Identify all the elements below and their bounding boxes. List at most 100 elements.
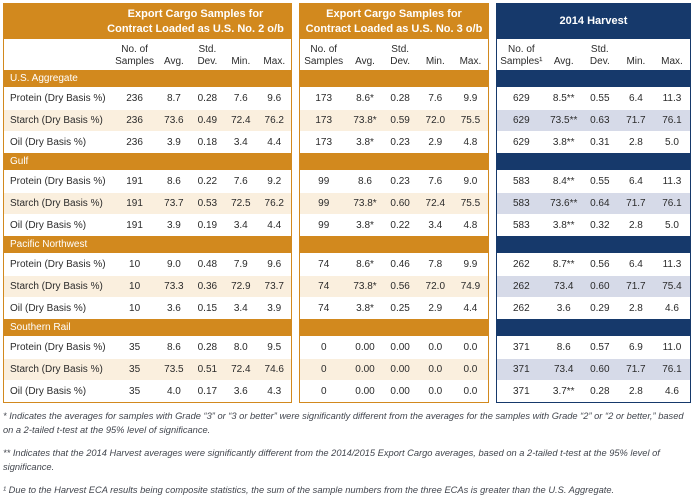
data-row-oil: Oil (Dry Basis %) 236 3.9 0.18 3.4 4.4 — [4, 131, 291, 153]
data-cell: 75.4 — [662, 281, 682, 292]
data-cell: 0.00 — [355, 342, 375, 353]
data-cell: 7.9 — [233, 259, 248, 270]
data-cell: 0.56 — [590, 259, 610, 270]
data-cell: 583 — [513, 220, 530, 231]
data-cell: 4.8 — [463, 220, 478, 231]
data-cell: 99 — [318, 198, 330, 209]
data-cell: 8.0 — [233, 342, 248, 353]
data-cell: 0.60 — [390, 198, 410, 209]
data-row-protein: 99 8.6 0.23 7.6 9.0 — [300, 170, 488, 192]
data-cell: 0.22 — [390, 220, 410, 231]
data-row-starch: Starch (Dry Basis %) 35 73.5 0.51 72.4 74.6 — [4, 358, 291, 380]
data-cell: 2.8 — [628, 220, 643, 231]
data-row-oil: 583 3.8** 0.32 2.8 5.0 — [497, 214, 690, 236]
data-cell: 73.6 — [164, 115, 184, 126]
data-cell: 0.0 — [463, 386, 478, 397]
data-cell: 0.55 — [590, 176, 610, 187]
data-cell: 0.31 — [590, 137, 610, 148]
data-row-oil: Oil (Dry Basis %) 10 3.6 0.15 3.4 3.9 — [4, 297, 291, 319]
data-cell: 3.8* — [356, 137, 374, 148]
data-row-oil: 371 3.7** 0.28 2.8 4.6 — [497, 380, 690, 402]
data-cell: 0.28 — [590, 386, 610, 397]
data-cell: 0.57 — [590, 342, 610, 353]
data-row-oil: 262 3.6 0.29 2.8 4.6 — [497, 297, 690, 319]
data-cell: 3.9 — [166, 137, 181, 148]
data-cell: 8.7 — [166, 93, 181, 104]
data-cell: 7.6 — [233, 176, 248, 187]
data-cell: 0.29 — [590, 303, 610, 314]
data-cell: 75.5 — [460, 115, 481, 126]
data-cell: 5.0 — [665, 220, 679, 231]
data-cell: 3.6 — [556, 303, 571, 314]
data-cell: 0.25 — [390, 303, 410, 314]
col-header-max: Max. — [661, 55, 683, 67]
data-cell: 9.6 — [267, 259, 282, 270]
data-cell: 7.8 — [428, 259, 443, 270]
data-cell: 0.0 — [428, 364, 443, 375]
col-header-min: Min. — [231, 55, 251, 67]
data-cell: 3.4 — [233, 137, 248, 148]
data-cell: 75.5 — [460, 198, 481, 209]
data-cell: 73.8* — [353, 198, 377, 209]
data-row-starch: Starch (Dry Basis %) 236 73.6 0.49 72.4 76.2 — [4, 109, 291, 131]
data-cell: 3.6 — [233, 386, 248, 397]
footnotes: * Indicates the averages for samples wit… — [3, 410, 696, 498]
row-label: Protein (Dry Basis %) — [10, 342, 106, 353]
data-cell: 173 — [315, 93, 333, 104]
data-cell: 0.63 — [590, 115, 610, 126]
data-cell: 0.18 — [197, 137, 218, 148]
section-header-pacific-northwest — [300, 236, 488, 253]
data-cell: 0.19 — [197, 220, 218, 231]
data-row-oil: 173 3.8* 0.23 2.9 4.8 — [300, 131, 488, 153]
data-cell: 76.1 — [662, 115, 682, 126]
data-cell: 236 — [126, 115, 143, 126]
data-cell: 6.4 — [628, 259, 643, 270]
data-row-protein: Protein (Dry Basis %) 35 8.6 0.28 8.0 9.5 — [4, 336, 291, 358]
data-cell: 8.5** — [552, 93, 575, 104]
data-cell: 3.7** — [552, 386, 575, 397]
data-cell: 0.59 — [390, 115, 410, 126]
data-cell: 8.6* — [356, 93, 374, 104]
data-cell: 72.0 — [425, 115, 446, 126]
data-cell: 7.6 — [233, 93, 248, 104]
data-cell: 191 — [126, 198, 143, 209]
table-no3-column-headers: No. of Samples Avg. Std. Dev. Min. Max. — [300, 39, 488, 70]
data-cell: 74 — [318, 259, 330, 270]
data-cell: 4.4 — [267, 220, 282, 231]
data-cell: 74 — [318, 281, 330, 292]
data-cell: 4.3 — [267, 386, 282, 397]
data-cell: 0.56 — [390, 281, 410, 292]
data-cell: 0.23 — [390, 176, 410, 187]
row-label: Starch (Dry Basis %) — [10, 115, 103, 126]
table-no2-body: U.S. Aggregate Protein (Dry Basis %) 236 8.… — [4, 70, 291, 402]
data-cell: 0.51 — [197, 364, 218, 375]
data-cell: 9.6 — [267, 93, 282, 104]
data-row-oil: Oil (Dry Basis %) 191 3.9 0.19 3.4 4.4 — [4, 214, 291, 236]
data-cell: 0.28 — [197, 342, 218, 353]
data-cell: 0.00 — [390, 364, 410, 375]
data-cell: 6.4 — [628, 93, 643, 104]
data-cell: 4.8 — [463, 137, 478, 148]
data-cell: 8.6 — [166, 342, 181, 353]
data-cell: 10 — [129, 303, 141, 314]
section-header-gulf: Gulf — [4, 153, 291, 170]
col-header-min: Min. — [626, 55, 646, 67]
data-row-oil: 0 0.00 0.00 0.0 0.0 — [300, 380, 488, 402]
data-cell: 629 — [513, 93, 530, 104]
col-header-stddev: Std. Dev. — [390, 44, 411, 67]
table-harvest-title: 2014 Harvest — [497, 4, 690, 39]
table-harvest-body: 629 8.5** 0.55 6.4 11.3 629 73.5** 0.63 71.7 76.1… — [497, 70, 690, 402]
data-cell: 0.00 — [390, 386, 410, 397]
data-cell: 236 — [126, 137, 143, 148]
row-label: Protein (Dry Basis %) — [10, 259, 106, 270]
data-cell: 3.8* — [356, 303, 374, 314]
data-cell: 11.3 — [662, 259, 682, 270]
section-header-u-s-aggregate — [300, 70, 488, 87]
data-cell: 262 — [513, 259, 530, 270]
data-cell: 6.4 — [628, 176, 643, 187]
section-header-pacific-northwest — [497, 236, 690, 253]
data-cell: 0.36 — [197, 281, 218, 292]
data-cell: 0.55 — [590, 93, 610, 104]
data-cell: 3.9 — [267, 303, 282, 314]
table-harvest: 2014 Harvest No. of Samples¹ Avg. Std. D… — [496, 3, 691, 403]
